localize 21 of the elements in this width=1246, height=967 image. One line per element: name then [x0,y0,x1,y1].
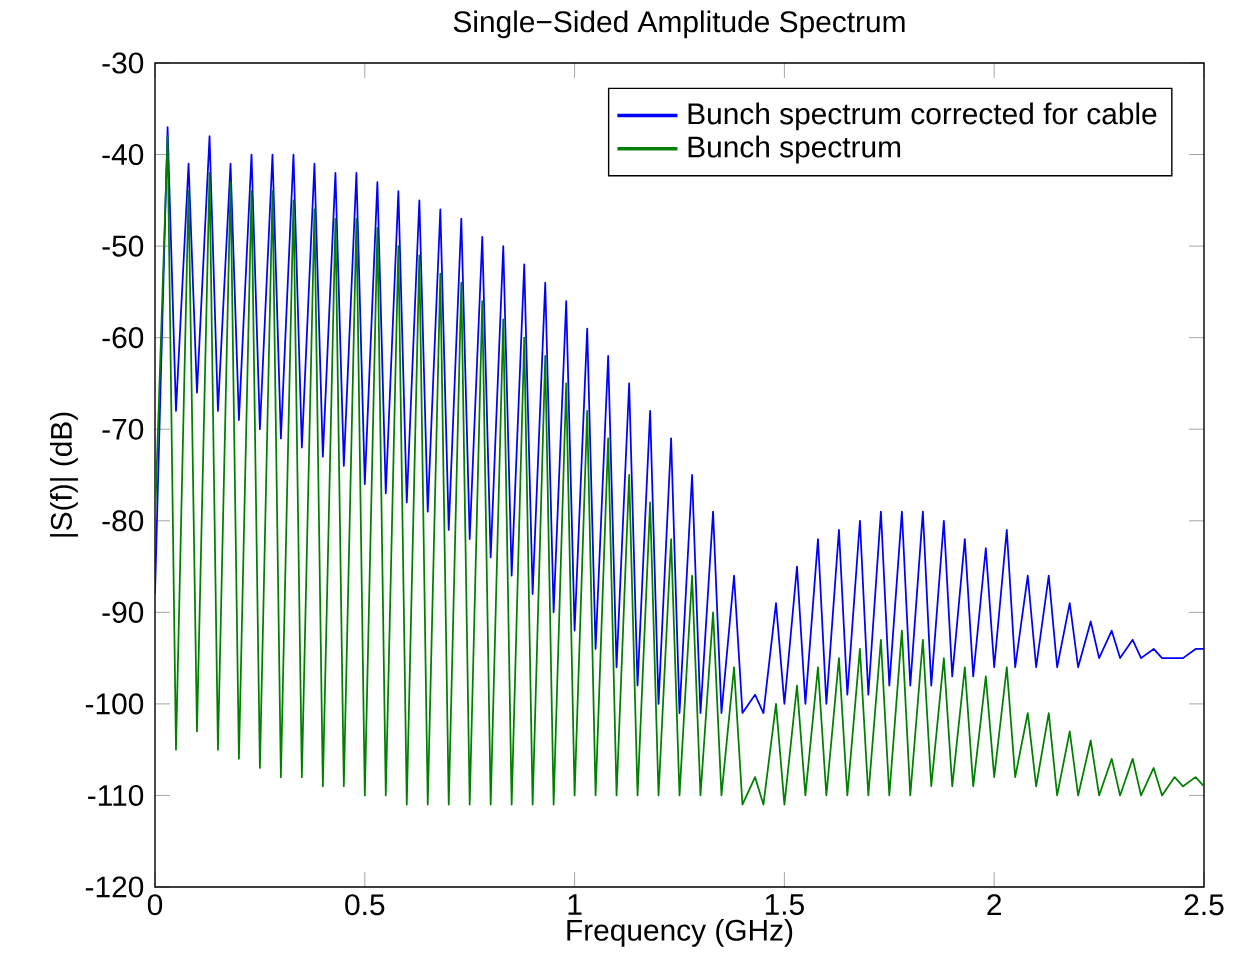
x-tick-label: 0 [147,894,163,916]
y-axis-title: |S(f)| (dB) [50,412,78,537]
y-tick-label: -30 [102,52,144,74]
y-tick-label: -50 [102,235,144,257]
legend-label: Bunch spectrum corrected for cable [688,102,1157,131]
x-tick-label: 0.5 [345,894,385,916]
y-tick-label: -90 [102,601,144,623]
y-tick-label: -110 [88,784,144,806]
x-tick-label: 1 [568,894,582,915]
legend-label: Bunch spectrum [688,135,901,164]
y-tick-label: -80 [102,510,144,532]
y-tick-label: -100 [85,693,144,715]
x-axis-title: Frequency (GHz) [567,918,793,947]
x-tick-label: 2.5 [1184,894,1224,916]
x-tick-label: 2 [987,894,1001,915]
y-tick-label: -60 [102,327,144,349]
chart-title: Single−Sided Amplitude Spectrum [453,10,905,39]
x-tick-label: 1.5 [765,894,804,915]
y-tick-label: -120 [85,876,144,898]
y-tick-label: -70 [102,418,144,440]
y-tick-label: -40 [102,144,144,166]
